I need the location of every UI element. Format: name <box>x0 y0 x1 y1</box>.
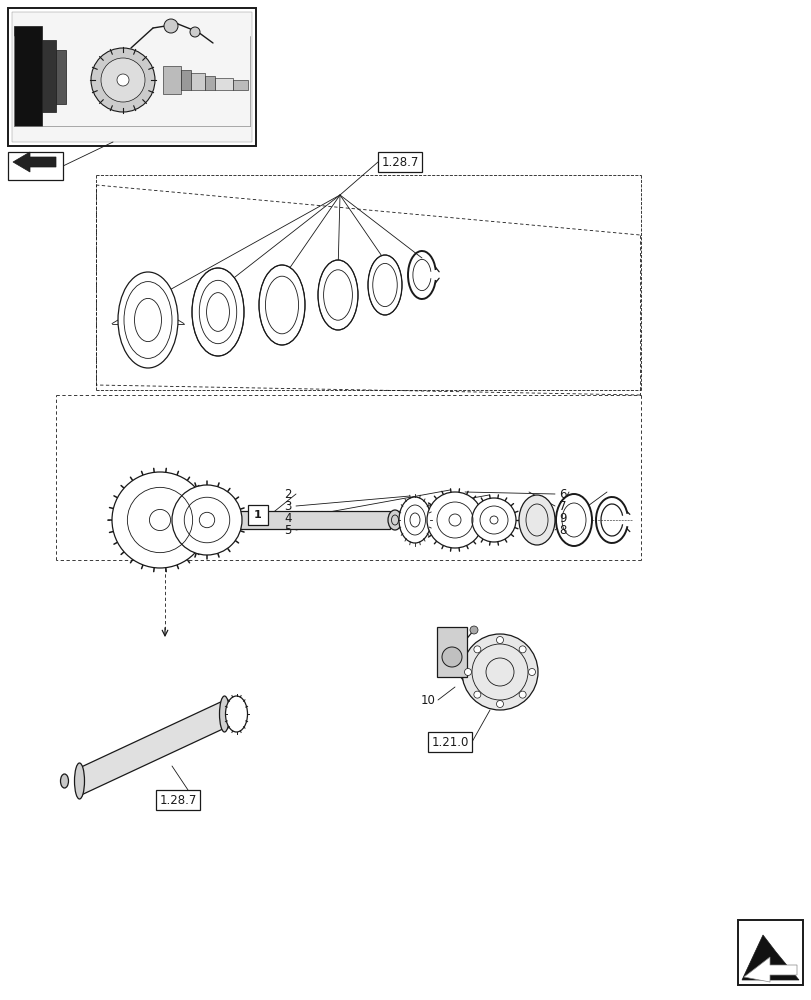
Text: 1.28.7: 1.28.7 <box>159 794 196 806</box>
Ellipse shape <box>461 634 538 710</box>
Circle shape <box>164 19 178 33</box>
Bar <box>737 920 802 985</box>
Circle shape <box>474 646 480 653</box>
Text: 6: 6 <box>558 488 566 500</box>
Circle shape <box>441 647 461 667</box>
Bar <box>233 80 247 90</box>
Polygon shape <box>79 700 224 796</box>
Text: 3: 3 <box>285 499 292 512</box>
Bar <box>240 511 389 529</box>
Ellipse shape <box>518 495 554 545</box>
Bar <box>247 505 268 525</box>
Polygon shape <box>13 152 56 172</box>
Bar <box>181 70 191 90</box>
Circle shape <box>496 700 503 708</box>
Bar <box>156 790 200 810</box>
Ellipse shape <box>259 265 305 345</box>
Text: 4: 4 <box>284 512 292 524</box>
Ellipse shape <box>118 272 178 368</box>
Text: 1.21.0: 1.21.0 <box>431 736 468 748</box>
Text: 1: 1 <box>254 510 262 520</box>
Ellipse shape <box>427 492 483 548</box>
Text: 1.28.7: 1.28.7 <box>381 155 418 168</box>
Ellipse shape <box>367 255 401 315</box>
Ellipse shape <box>61 774 68 788</box>
Circle shape <box>474 691 480 698</box>
Circle shape <box>91 48 155 112</box>
Text: 2: 2 <box>284 488 292 500</box>
Text: 10: 10 <box>420 694 435 706</box>
Ellipse shape <box>219 696 230 732</box>
Circle shape <box>190 27 200 37</box>
Circle shape <box>117 74 129 86</box>
Ellipse shape <box>556 494 591 546</box>
Text: 8: 8 <box>558 524 566 536</box>
Ellipse shape <box>191 268 243 356</box>
Bar <box>42 40 56 112</box>
Circle shape <box>101 58 145 102</box>
Circle shape <box>528 668 534 676</box>
Circle shape <box>470 626 478 634</box>
Bar <box>436 627 466 677</box>
Text: 5: 5 <box>285 524 292 536</box>
Bar <box>215 78 233 90</box>
Bar <box>427 732 471 752</box>
Ellipse shape <box>225 696 247 732</box>
Ellipse shape <box>112 472 208 568</box>
Text: 9: 9 <box>558 512 566 524</box>
Circle shape <box>464 668 471 676</box>
Ellipse shape <box>172 485 242 555</box>
Bar <box>12 12 251 142</box>
Ellipse shape <box>75 763 84 799</box>
Bar <box>56 50 66 104</box>
Text: 7: 7 <box>558 499 566 512</box>
Bar <box>204 76 215 90</box>
Ellipse shape <box>318 260 358 330</box>
Circle shape <box>518 646 526 653</box>
Bar <box>8 152 63 180</box>
Ellipse shape <box>471 498 515 542</box>
Circle shape <box>496 637 503 644</box>
Polygon shape <box>743 957 796 982</box>
Bar <box>191 73 204 90</box>
Bar <box>163 66 181 94</box>
Ellipse shape <box>398 497 431 543</box>
Bar <box>14 26 42 126</box>
Ellipse shape <box>388 510 401 530</box>
Polygon shape <box>741 935 798 980</box>
Bar <box>378 152 422 172</box>
Bar <box>404 516 413 524</box>
Bar <box>8 8 255 146</box>
Circle shape <box>518 691 526 698</box>
